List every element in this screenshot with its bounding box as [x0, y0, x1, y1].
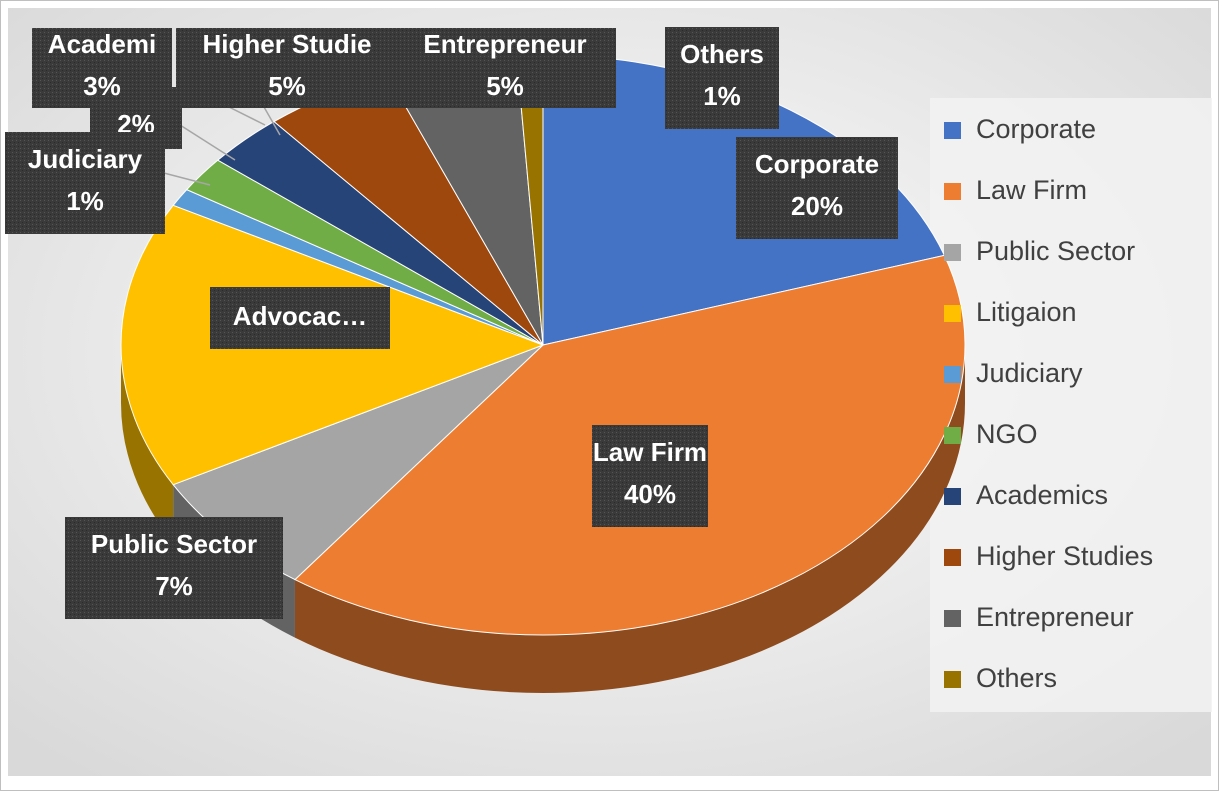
legend-label: NGO — [976, 419, 1038, 449]
legend-swatch — [944, 305, 961, 322]
legend-label: Judiciary — [976, 358, 1083, 388]
slice-side — [294, 345, 966, 694]
data-label-value: 1% — [703, 81, 741, 111]
data-label-name: Law Firm — [593, 437, 707, 467]
data-label-box — [65, 517, 283, 619]
data-label-box — [736, 137, 898, 239]
data-label-box — [210, 287, 390, 349]
data-label-value: 5% — [486, 71, 524, 101]
data-label-box — [32, 28, 172, 108]
legend-label: Corporate — [976, 114, 1096, 144]
legend-label: Higher Studies — [976, 541, 1153, 571]
legend-label: Entrepreneur — [976, 602, 1134, 632]
data-label-name: Advocac… — [233, 301, 367, 331]
legend-swatch — [944, 183, 961, 200]
data-label-value: 7% — [155, 571, 193, 601]
data-label-name: Academi — [48, 29, 156, 59]
leader-line — [159, 171, 211, 186]
legend-swatch — [944, 244, 961, 261]
legend-swatch — [944, 427, 961, 444]
legend-label: Others — [976, 663, 1057, 693]
legend-label: Law Firm — [976, 175, 1087, 205]
legend-label: Academics — [976, 480, 1108, 510]
data-label-value: 40% — [624, 479, 676, 509]
legend-box — [930, 98, 1212, 712]
data-label-name: Corporate — [755, 149, 879, 179]
data-label-value: 3% — [83, 71, 121, 101]
legend-swatch — [944, 610, 961, 627]
data-label-box — [394, 28, 616, 108]
data-label-value: 5% — [268, 71, 306, 101]
data-label-name: Judiciary — [28, 144, 143, 174]
data-label-box — [592, 425, 708, 527]
legend-swatch — [944, 488, 961, 505]
data-label-box — [665, 27, 779, 129]
data-label-name: Entrepreneur — [423, 29, 586, 59]
legend-swatch — [944, 366, 961, 383]
data-label-value: 20% — [791, 191, 843, 221]
data-label-box — [176, 28, 398, 108]
data-label-name: Others — [680, 39, 764, 69]
data-label-value: 1% — [66, 186, 104, 216]
legend-swatch — [944, 122, 961, 139]
legend-swatch — [944, 549, 961, 566]
legend-label: Public Sector — [976, 236, 1135, 266]
leader-line — [179, 124, 236, 161]
legend-label: Litigaion — [976, 297, 1077, 327]
data-label-box — [5, 132, 165, 234]
data-label-name: Higher Studie — [202, 29, 371, 59]
legend-swatch — [944, 671, 961, 688]
data-label-name: Public Sector — [91, 529, 257, 559]
slice-side — [121, 345, 174, 543]
